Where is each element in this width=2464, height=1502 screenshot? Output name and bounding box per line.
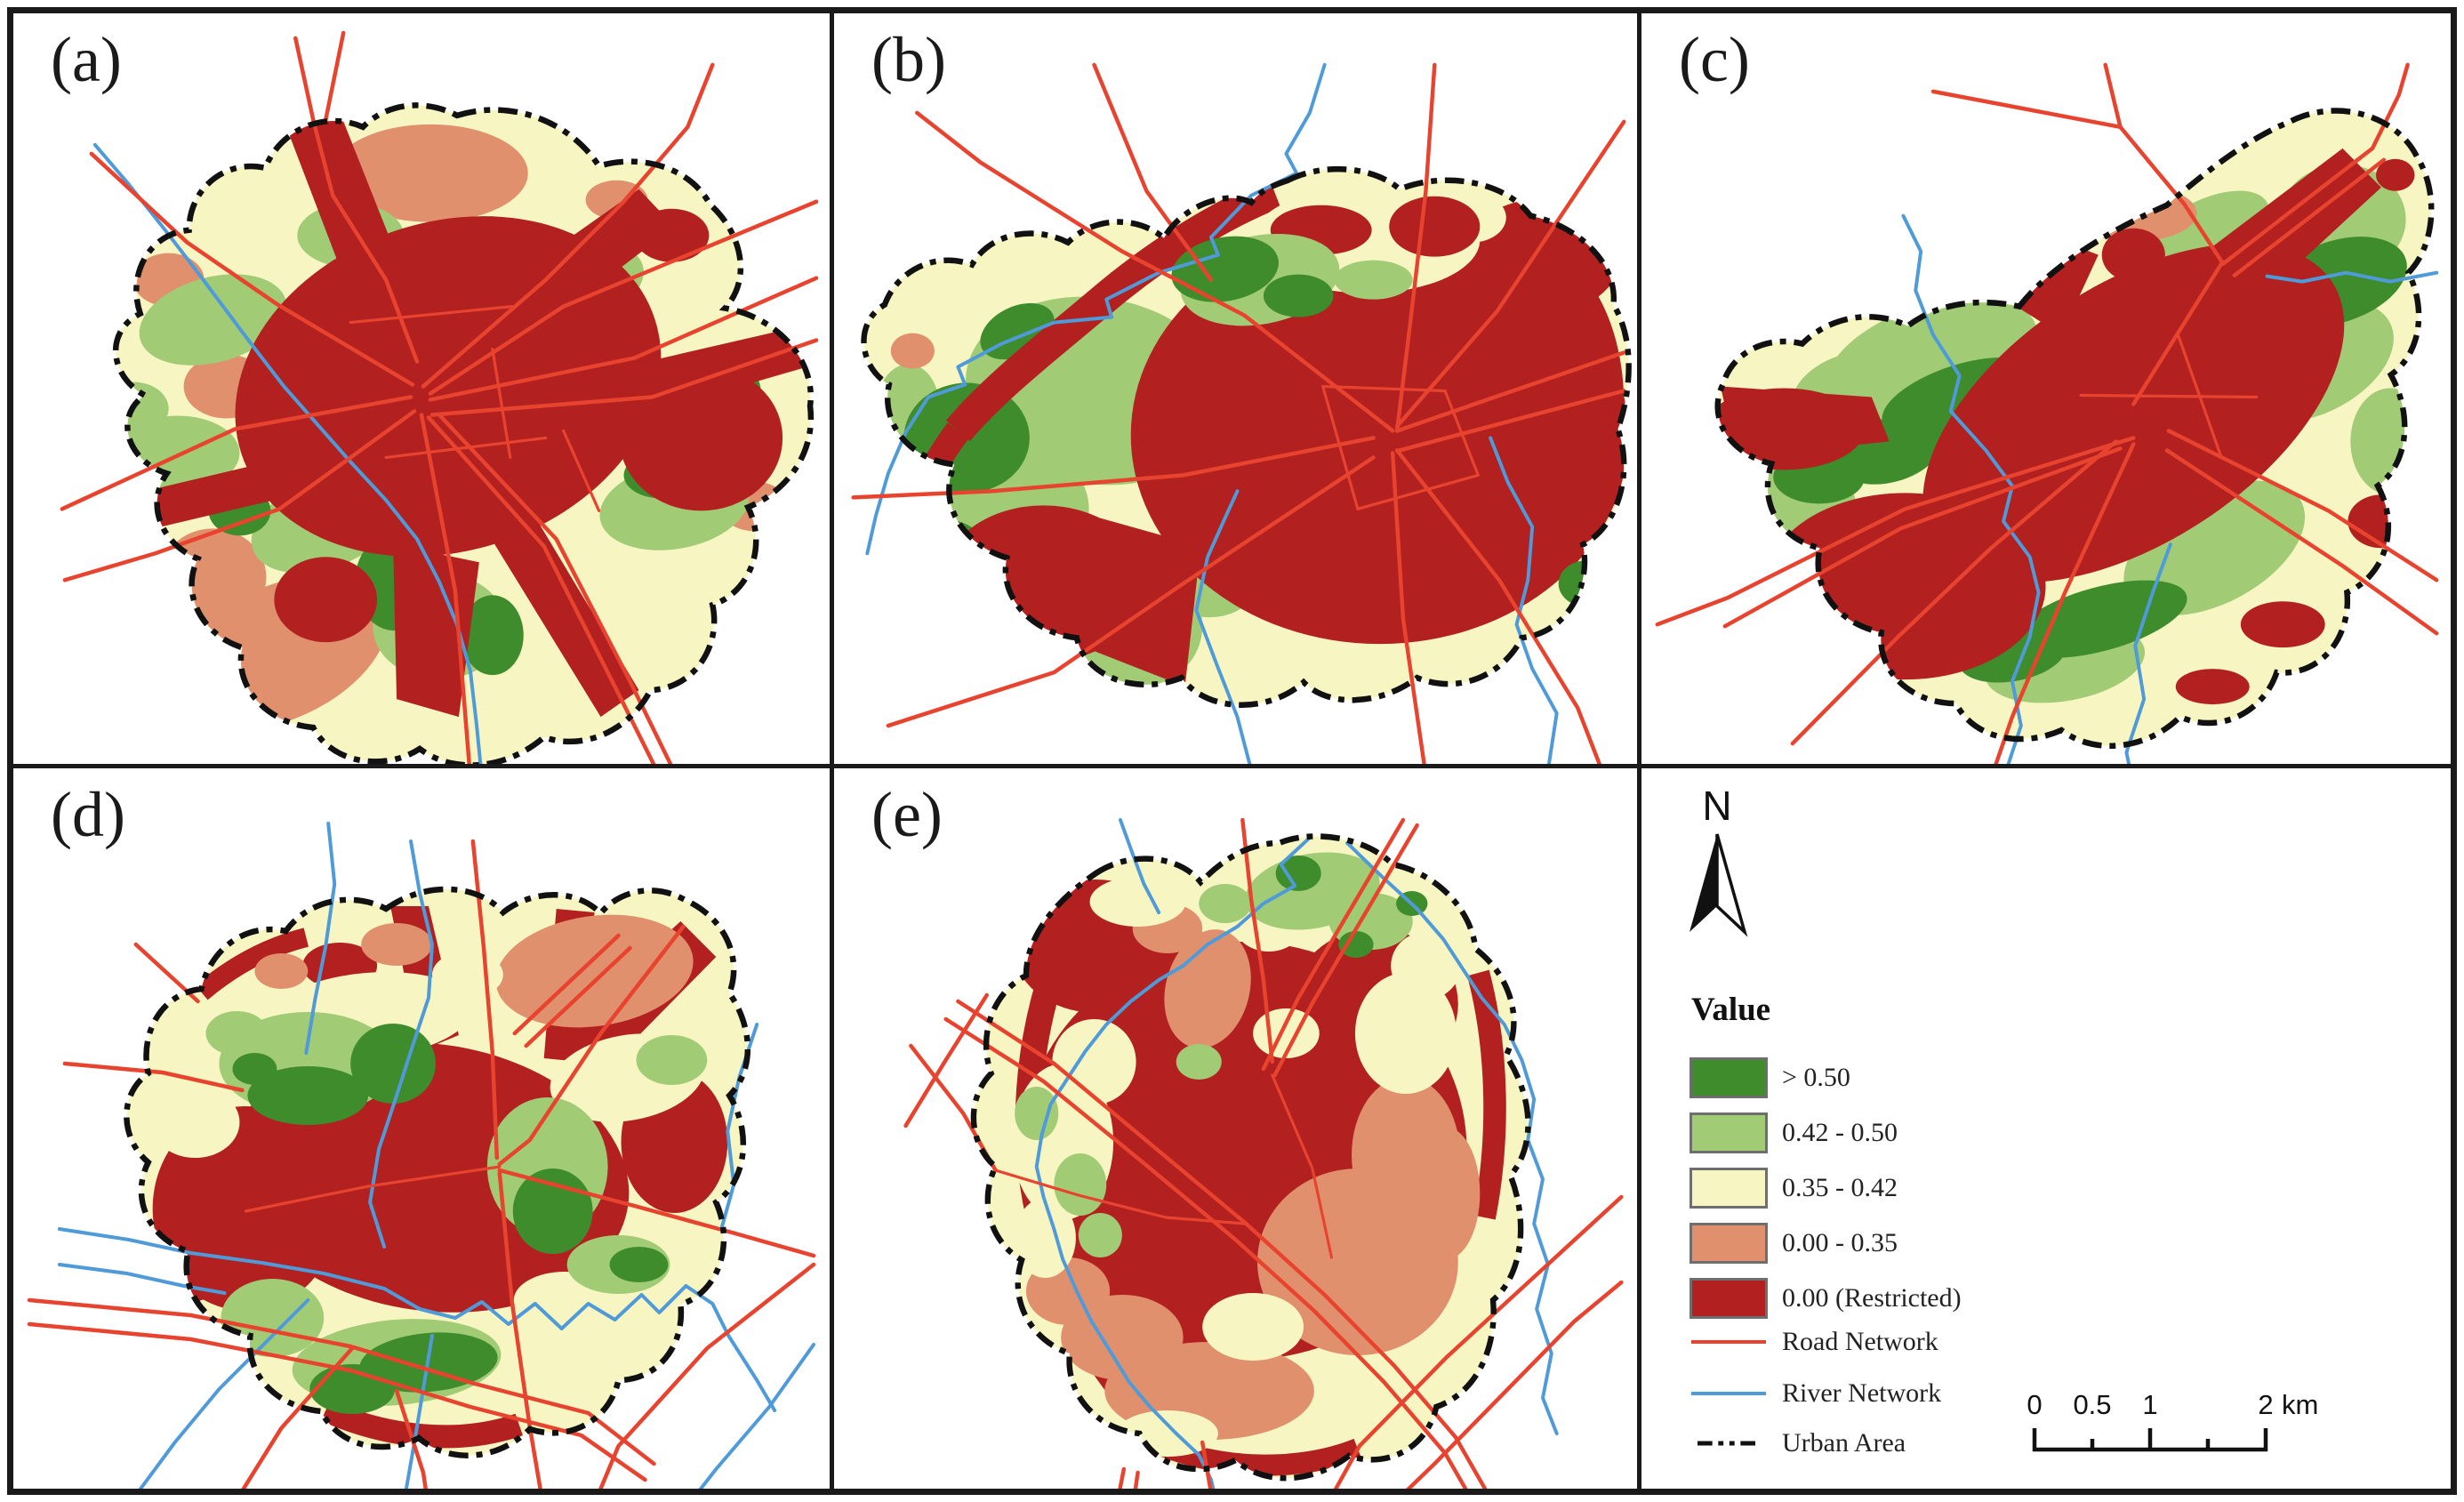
scale-bar: 0 0.5 1 2 km bbox=[2027, 1391, 2318, 1452]
legend-item-urban: Urban Area bbox=[1689, 1428, 1906, 1458]
urban-area-boundary bbox=[124, 886, 751, 1458]
scale-unit-label: km bbox=[2282, 1391, 2318, 1420]
class-label: 0.00 (Restricted) bbox=[1782, 1283, 1962, 1313]
panel-label-e: (e) bbox=[871, 779, 943, 850]
river-line-icon bbox=[1691, 1392, 1766, 1395]
class-swatch-high bbox=[1689, 1057, 1768, 1098]
scale-tick-label: 1 bbox=[2142, 1391, 2157, 1420]
panel-divider-vertical-1 bbox=[830, 7, 834, 1495]
map-panel-b: (b) bbox=[834, 13, 1637, 764]
map-panel-a: (a) bbox=[13, 13, 830, 764]
class-swatch-mid-high bbox=[1689, 1112, 1768, 1153]
river-network bbox=[865, 62, 1559, 764]
map-legend: N Value > 0.50 0.42 - 0.50 0.35 - 0.42 0… bbox=[1641, 768, 2450, 1489]
class-swatch-restricted bbox=[1689, 1278, 1768, 1319]
map-c-canvas bbox=[1655, 62, 2439, 764]
map-e-canvas bbox=[903, 817, 1624, 1489]
line-label: Urban Area bbox=[1782, 1428, 1906, 1458]
legend-title: Value bbox=[1691, 992, 1771, 1028]
road-network bbox=[60, 30, 819, 764]
urban-area-boundary bbox=[1714, 108, 2435, 749]
panel-divider-vertical-2 bbox=[1637, 7, 1641, 1495]
scale-tick-label: 0.5 bbox=[2073, 1391, 2111, 1420]
legend-item-road: Road Network bbox=[1689, 1327, 1938, 1357]
panel-divider-horizontal bbox=[7, 764, 2457, 768]
suitability-raster bbox=[116, 105, 811, 764]
urban-area-boundary bbox=[970, 833, 1531, 1482]
class-label: 0.35 - 0.42 bbox=[1782, 1173, 1898, 1202]
legend-item-low: 0.00 - 0.35 bbox=[1689, 1223, 1898, 1264]
road-network bbox=[851, 62, 1626, 764]
panel-label-c: (c) bbox=[1679, 24, 1750, 95]
urban-area-boundary bbox=[113, 102, 815, 764]
legend-item-mid: 0.35 - 0.42 bbox=[1689, 1168, 1898, 1209]
scale-tick-label: 2 bbox=[2258, 1391, 2273, 1420]
class-swatch-low bbox=[1689, 1223, 1768, 1264]
class-label: 0.00 - 0.35 bbox=[1782, 1228, 1898, 1257]
road-line-icon bbox=[1691, 1340, 1766, 1344]
suitability-raster bbox=[863, 169, 1629, 705]
panel-label-a: (a) bbox=[51, 24, 122, 95]
north-label: N bbox=[1702, 783, 1731, 829]
river-network bbox=[92, 142, 483, 764]
line-label: Road Network bbox=[1782, 1327, 1938, 1356]
river-network bbox=[1034, 818, 1559, 1489]
map-panel-c: (c) bbox=[1641, 13, 2450, 764]
legend-item-restricted: 0.00 (Restricted) bbox=[1689, 1278, 1962, 1319]
class-label: 0.42 - 0.50 bbox=[1782, 1118, 1898, 1147]
line-label: River Network bbox=[1782, 1378, 1942, 1408]
map-panel-e: (e) bbox=[834, 768, 1637, 1489]
north-arrow-icon: N bbox=[1689, 783, 1748, 937]
urban-area-line-icon bbox=[1698, 1441, 1760, 1446]
map-a-canvas bbox=[60, 30, 819, 764]
urban-area-boundary bbox=[861, 165, 1632, 708]
suitability-raster bbox=[974, 836, 1529, 1479]
panel-label-d: (d) bbox=[51, 779, 125, 850]
panel-label-b: (b) bbox=[871, 24, 946, 95]
legend-item-mid-high: 0.42 - 0.50 bbox=[1689, 1112, 1898, 1153]
scale-tick-label: 0 bbox=[2027, 1391, 2042, 1420]
legend-item-high: > 0.50 bbox=[1689, 1057, 1850, 1098]
legend-item-river: River Network bbox=[1689, 1378, 1941, 1409]
map-panel-d: (d) bbox=[13, 768, 830, 1489]
map-b-canvas bbox=[851, 62, 1632, 764]
class-swatch-mid bbox=[1689, 1168, 1768, 1209]
map-d-canvas bbox=[27, 822, 816, 1489]
class-label: > 0.50 bbox=[1782, 1063, 1850, 1092]
road-network bbox=[1655, 62, 2439, 764]
